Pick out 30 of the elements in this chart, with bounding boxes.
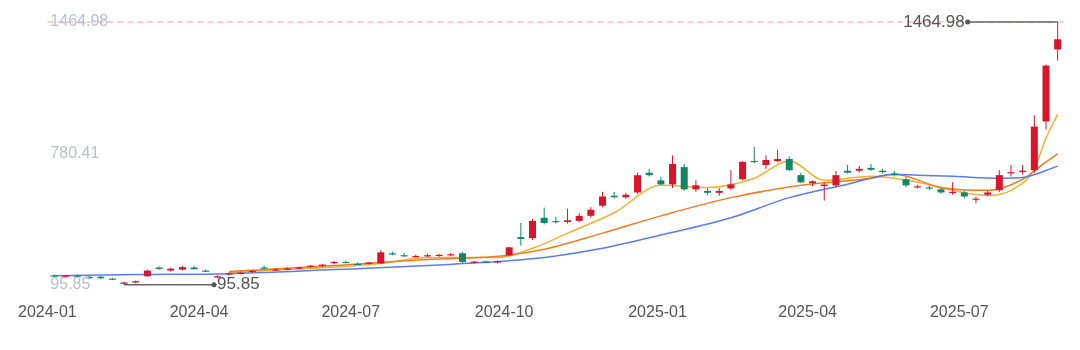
candlestick [634,172,642,195]
candlestick [867,163,875,172]
x-tick-label: 2024-01 [18,302,77,320]
candlestick [517,222,525,247]
x-tick-label: 2024-10 [474,302,534,320]
candlestick [669,154,677,189]
candlestick [529,218,537,241]
x-tick-label: 2024-07 [321,302,381,320]
x-tick-label: 2025-07 [929,302,989,320]
candlestick [727,169,735,191]
line-series [228,113,1059,274]
candlestick [762,154,770,170]
y-tick-label: 1464.98 [50,12,109,30]
candlestick [937,187,945,195]
y-tick-label: 780.41 [50,143,100,161]
line-series [228,153,1059,273]
candlestick [995,169,1003,193]
annotation: 95.85 [217,274,260,294]
annotation: 1464.98 [903,11,965,31]
candlestick [739,160,747,181]
x-tick-label: 2024-04 [169,302,229,320]
x-tick-label: 2025-04 [778,302,838,320]
candlestick [1054,21,1062,62]
candlestick [155,265,163,271]
y-tick-label: 95.85 [50,275,91,293]
candlestick [680,163,688,192]
candlestick [692,179,700,193]
x-tick-label: 2025-01 [628,302,687,320]
candlestick [50,273,58,278]
candlestick [587,206,595,219]
